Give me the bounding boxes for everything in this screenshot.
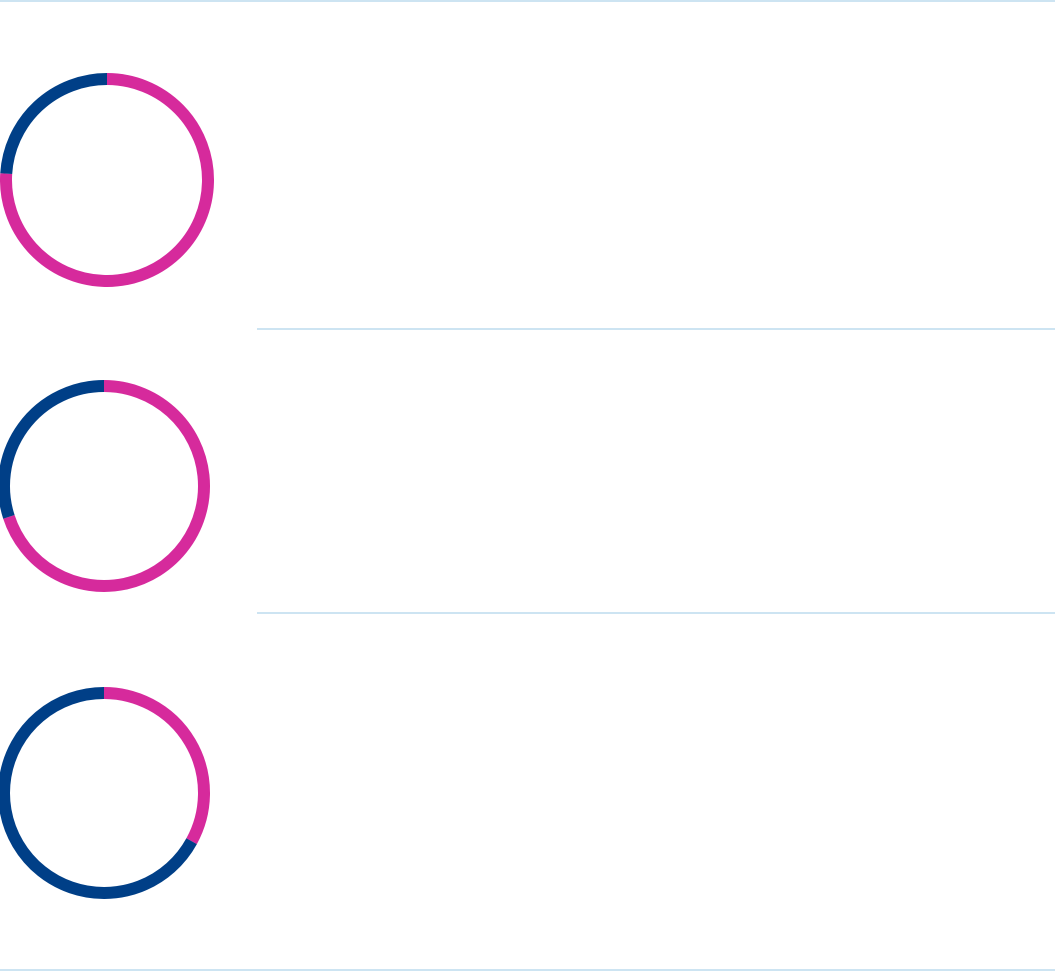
ring-segment-highlight xyxy=(0,73,214,287)
ring-segment-highlight xyxy=(3,380,210,592)
row-divider-2 xyxy=(257,612,1055,614)
ring-segment-highlight xyxy=(103,687,210,845)
ring-chart-1 xyxy=(0,73,214,287)
ring-segment-remainder xyxy=(0,687,197,899)
row-divider-1 xyxy=(257,328,1055,330)
top-divider xyxy=(0,0,1055,2)
ring-chart-2 xyxy=(0,380,210,592)
bottom-divider xyxy=(0,969,1055,971)
ring-segment-remainder xyxy=(0,73,108,175)
ring-chart-3 xyxy=(0,687,210,899)
ring-segment-remainder xyxy=(0,380,105,519)
